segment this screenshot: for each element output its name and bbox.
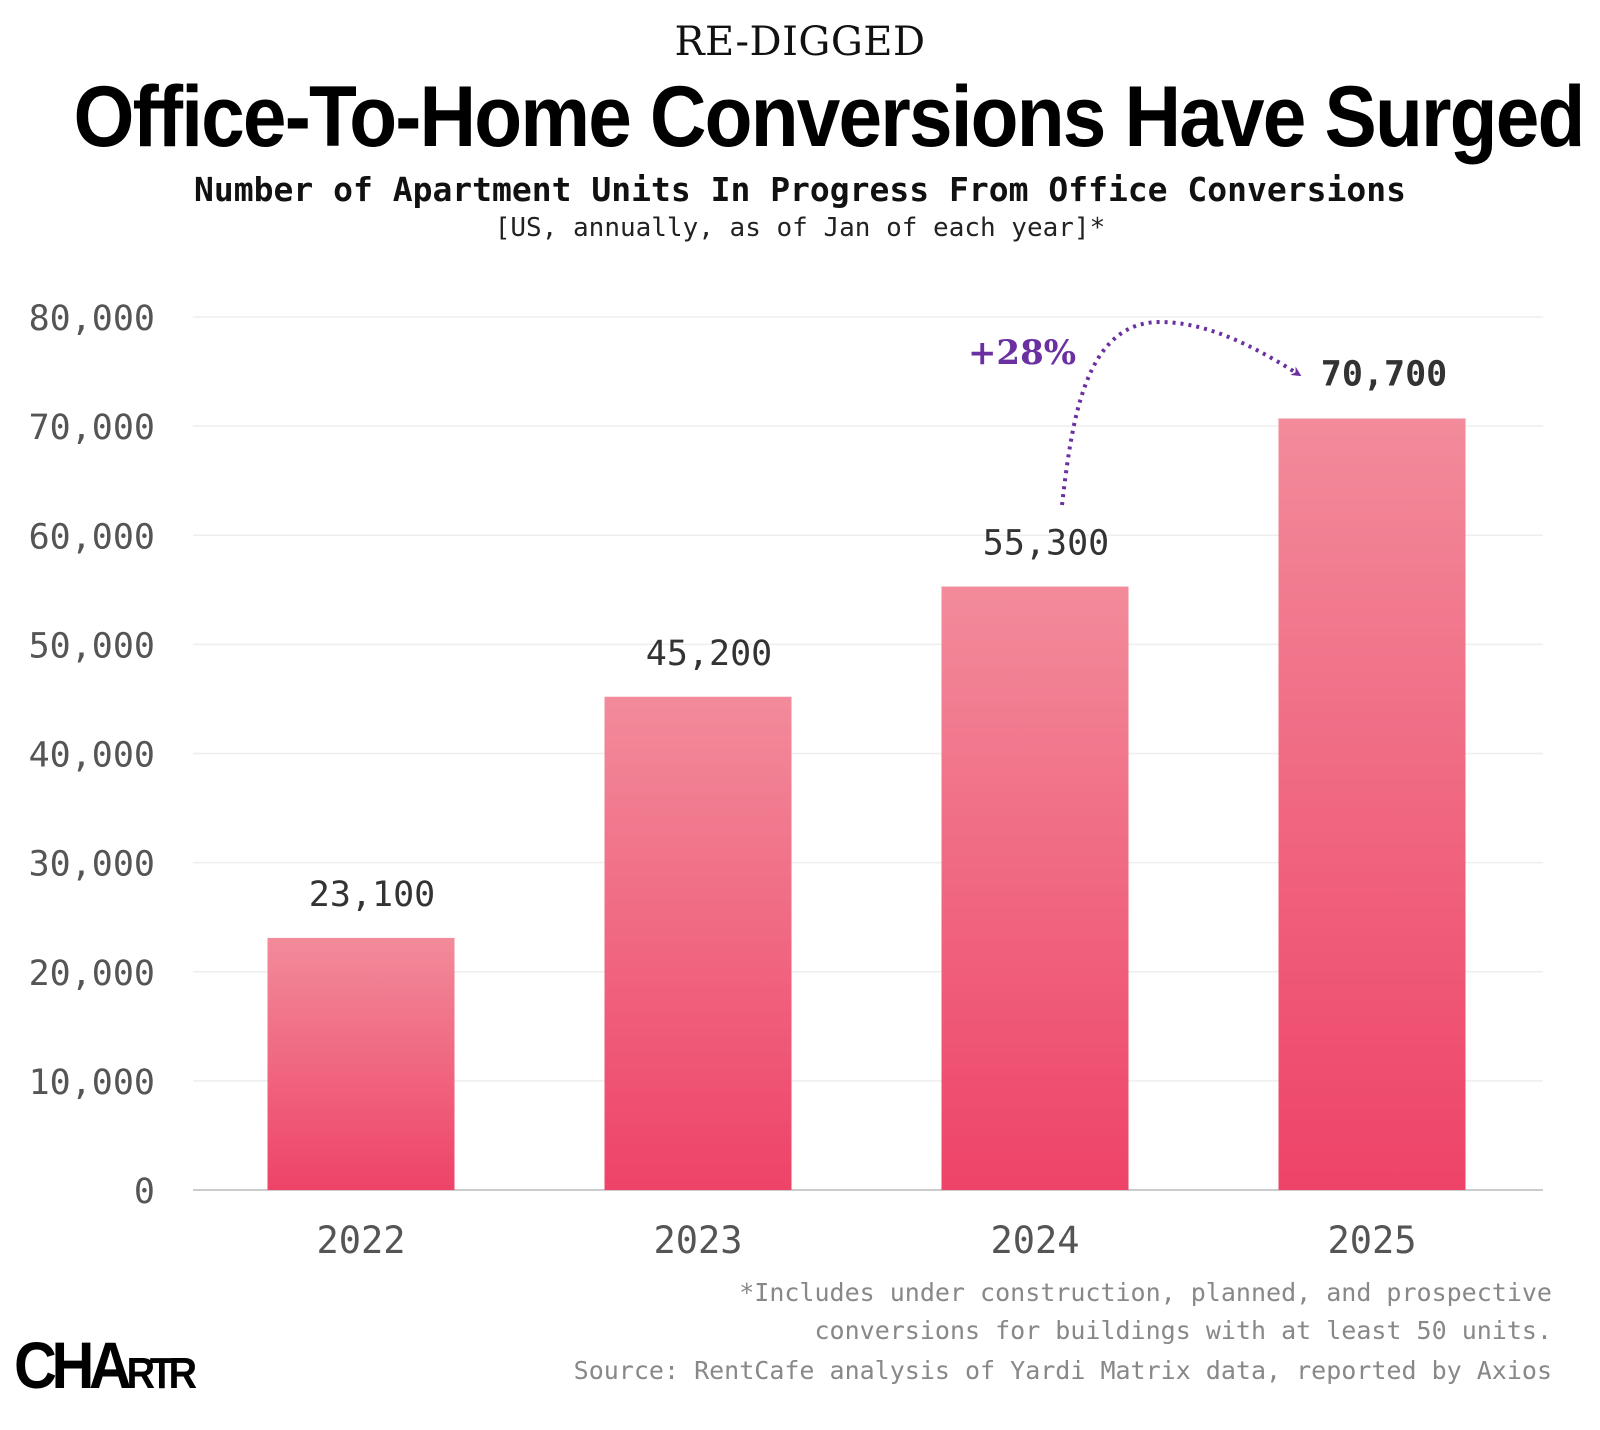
data-label: 45,200 — [646, 634, 772, 674]
kicker: RE-DIGGED — [674, 19, 926, 65]
chart-title: Office-To-Home Conversions Have Surged — [73, 69, 1586, 165]
footnote-line-1: *Includes under construction, planned, a… — [739, 1278, 1552, 1307]
chart-subnote: [US, annually, as of Jan of each year]* — [494, 213, 1106, 243]
y-tick-label: 80,000 — [29, 299, 155, 339]
y-tick-label: 60,000 — [29, 517, 155, 557]
data-label: 70,700 — [1321, 354, 1447, 394]
source-note: Source: RentCafe analysis of Yardi Matri… — [573, 1356, 1552, 1385]
y-tick-label: 30,000 — [29, 845, 155, 885]
footnote-line-2: conversions for buildings with at least … — [814, 1316, 1552, 1345]
annotation-label: +28% — [968, 333, 1076, 373]
y-tick-label: 50,000 — [29, 626, 155, 666]
y-tick-label: 70,000 — [29, 408, 155, 448]
x-tick-label: 2025 — [1327, 1219, 1416, 1262]
x-tick-label: 2024 — [990, 1219, 1079, 1262]
chart-title-container: Office-To-Home Conversions Have Surged — [0, 72, 1600, 162]
x-tick-label: 2022 — [316, 1219, 405, 1262]
bar-2024 — [941, 586, 1129, 1190]
data-label: 55,300 — [983, 524, 1109, 564]
x-tick-label: 2023 — [653, 1219, 742, 1262]
annotation-arrow — [1060, 319, 1302, 506]
y-tick-label: 10,000 — [29, 1063, 155, 1103]
bar-2023 — [604, 696, 792, 1190]
chartr-logo: CHARTR — [14, 1328, 197, 1402]
y-tick-label: 40,000 — [29, 736, 155, 776]
bar-2025 — [1278, 418, 1466, 1191]
y-tick-label: 20,000 — [29, 954, 155, 994]
y-tick-label: 0 — [134, 1172, 155, 1212]
bar-2022 — [267, 937, 455, 1190]
chart-subtitle: Number of Apartment Units In Progress Fr… — [194, 170, 1406, 209]
data-label: 23,100 — [309, 875, 435, 915]
